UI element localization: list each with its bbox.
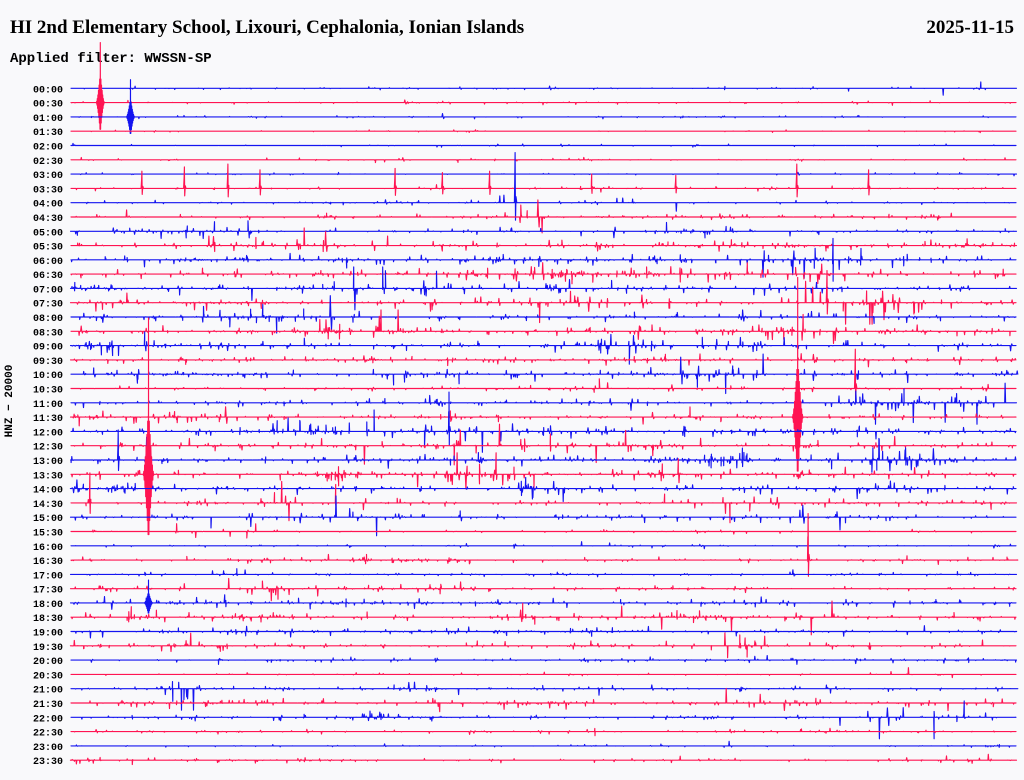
- svg-text:02:00: 02:00: [33, 143, 63, 154]
- svg-text:22:30: 22:30: [33, 729, 63, 740]
- svg-text:18:00: 18:00: [33, 600, 63, 611]
- svg-text:15:30: 15:30: [33, 529, 63, 540]
- svg-text:10:00: 10:00: [33, 371, 63, 382]
- svg-text:16:30: 16:30: [33, 557, 63, 568]
- svg-text:21:00: 21:00: [33, 686, 63, 697]
- svg-text:06:00: 06:00: [33, 257, 63, 268]
- svg-text:10:30: 10:30: [33, 386, 63, 397]
- svg-text:11:30: 11:30: [33, 414, 63, 425]
- svg-text:19:00: 19:00: [33, 629, 63, 640]
- svg-text:23:30: 23:30: [33, 757, 63, 768]
- svg-text:16:00: 16:00: [33, 543, 63, 554]
- svg-text:19:30: 19:30: [33, 643, 63, 654]
- svg-text:21:30: 21:30: [33, 700, 63, 711]
- svg-text:07:00: 07:00: [33, 285, 63, 296]
- svg-text:11:00: 11:00: [33, 400, 63, 411]
- svg-text:12:30: 12:30: [33, 443, 63, 454]
- svg-text:14:00: 14:00: [33, 486, 63, 497]
- svg-text:17:00: 17:00: [33, 571, 63, 582]
- svg-text:18:30: 18:30: [33, 614, 63, 625]
- svg-text:01:00: 01:00: [33, 114, 63, 125]
- svg-text:22:00: 22:00: [33, 714, 63, 725]
- svg-text:04:00: 04:00: [33, 200, 63, 211]
- svg-text:00:30: 00:30: [33, 100, 63, 111]
- svg-text:03:00: 03:00: [33, 171, 63, 182]
- svg-text:05:00: 05:00: [33, 228, 63, 239]
- svg-text:07:30: 07:30: [33, 300, 63, 311]
- svg-text:17:30: 17:30: [33, 586, 63, 597]
- svg-text:13:00: 13:00: [33, 457, 63, 468]
- svg-text:09:30: 09:30: [33, 357, 63, 368]
- svg-text:08:30: 08:30: [33, 328, 63, 339]
- svg-text:12:00: 12:00: [33, 428, 63, 439]
- svg-text:04:30: 04:30: [33, 214, 63, 225]
- svg-text:20:30: 20:30: [33, 671, 63, 682]
- svg-text:02:30: 02:30: [33, 157, 63, 168]
- svg-text:15:00: 15:00: [33, 514, 63, 525]
- svg-text:06:30: 06:30: [33, 271, 63, 282]
- svg-text:05:30: 05:30: [33, 243, 63, 254]
- svg-text:00:00: 00:00: [33, 85, 63, 96]
- svg-text:20:00: 20:00: [33, 657, 63, 668]
- svg-text:13:30: 13:30: [33, 471, 63, 482]
- svg-text:01:30: 01:30: [33, 128, 63, 139]
- svg-text:09:00: 09:00: [33, 343, 63, 354]
- svg-text:23:00: 23:00: [33, 743, 63, 754]
- svg-text:03:30: 03:30: [33, 185, 63, 196]
- svg-text:08:00: 08:00: [33, 314, 63, 325]
- svg-text:14:30: 14:30: [33, 500, 63, 511]
